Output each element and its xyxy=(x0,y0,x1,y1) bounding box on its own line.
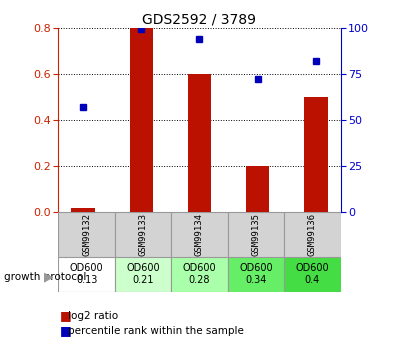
Text: ■: ■ xyxy=(60,324,71,337)
Title: GDS2592 / 3789: GDS2592 / 3789 xyxy=(143,12,256,27)
Text: OD600
0.28: OD600 0.28 xyxy=(183,263,216,285)
Text: OD600
0.4: OD600 0.4 xyxy=(295,263,329,285)
Bar xyxy=(304,97,328,212)
Bar xyxy=(71,208,95,212)
Bar xyxy=(246,166,270,212)
Bar xyxy=(284,212,341,257)
Text: ▶: ▶ xyxy=(44,270,54,283)
Bar xyxy=(58,257,115,292)
Text: OD600
0.13: OD600 0.13 xyxy=(70,263,104,285)
Bar xyxy=(129,28,153,212)
Text: growth protocol: growth protocol xyxy=(4,272,86,282)
Text: percentile rank within the sample: percentile rank within the sample xyxy=(68,326,243,335)
Bar xyxy=(228,257,284,292)
Bar xyxy=(115,212,171,257)
Text: GSM99133: GSM99133 xyxy=(139,213,147,256)
Text: OD600
0.21: OD600 0.21 xyxy=(126,263,160,285)
Text: GSM99134: GSM99134 xyxy=(195,213,204,256)
Text: GSM99132: GSM99132 xyxy=(82,213,91,256)
Bar xyxy=(171,212,228,257)
Bar xyxy=(284,257,341,292)
Text: GSM99135: GSM99135 xyxy=(251,213,260,256)
Bar xyxy=(188,74,211,212)
Bar xyxy=(228,212,284,257)
Text: log2 ratio: log2 ratio xyxy=(68,311,118,321)
Text: ■: ■ xyxy=(60,309,71,322)
Text: GSM99136: GSM99136 xyxy=(308,213,317,256)
Text: OD600
0.34: OD600 0.34 xyxy=(239,263,273,285)
Bar xyxy=(58,212,115,257)
Bar xyxy=(171,257,228,292)
Bar xyxy=(115,257,171,292)
